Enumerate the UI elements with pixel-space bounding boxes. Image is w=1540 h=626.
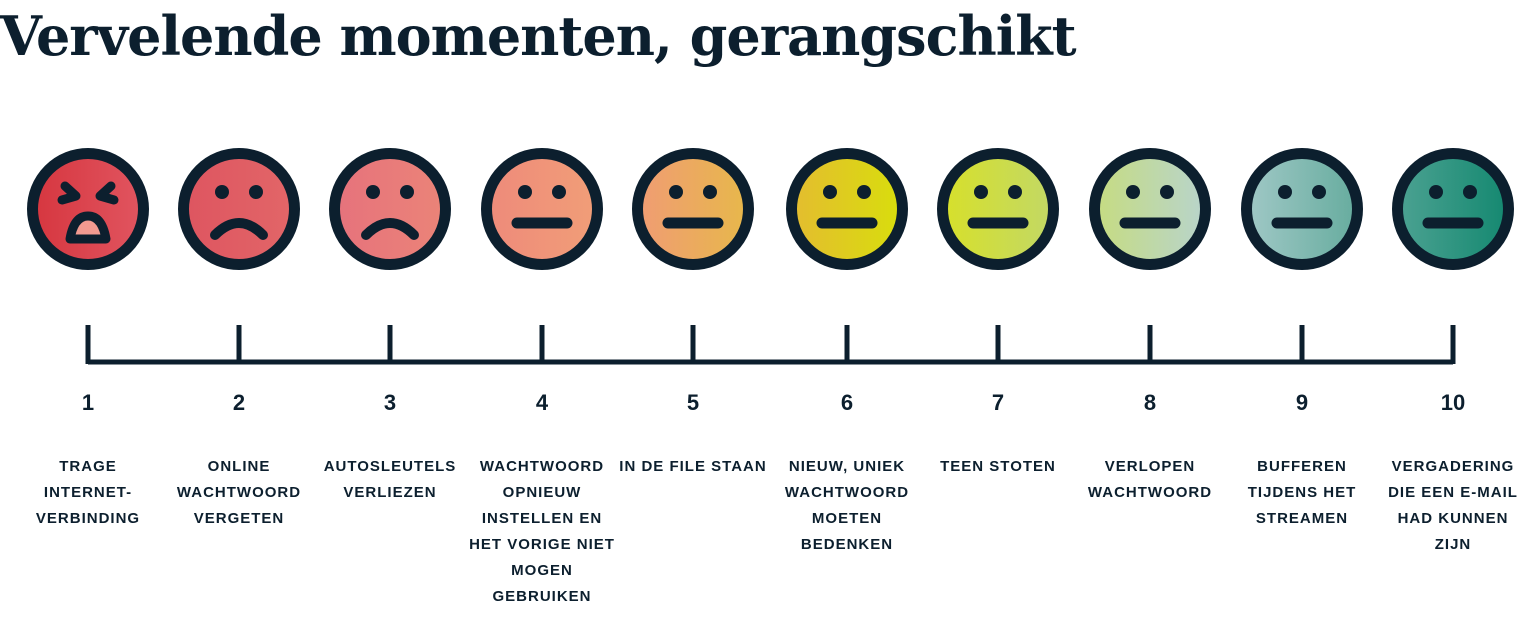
moment-label: In de file staan <box>619 458 767 475</box>
rank-number: 5 <box>686 390 700 415</box>
neutral-face-icon <box>937 148 1059 270</box>
neutral-face-icon <box>481 148 603 270</box>
moment-label: Autosleutels verliezen <box>323 458 457 501</box>
neutral-face-icon <box>1392 148 1514 270</box>
neutral-face-icon <box>632 148 754 270</box>
rank-number: 3 <box>383 390 397 415</box>
rank-number: 9 <box>1295 390 1309 415</box>
page-title: Vervelende momenten, gerangschikt <box>0 4 1077 68</box>
rank-number: 1 <box>81 390 95 415</box>
moment-label: Nieuw, uniek wachtwoord moeten bedenken <box>784 458 910 553</box>
neutral-face-icon <box>1089 148 1211 270</box>
rank-number: 4 <box>535 390 549 415</box>
moment-label: Trage internet-verbinding <box>35 458 141 527</box>
rank-number: 7 <box>991 390 1005 415</box>
moment-label: Bufferen tijdens het streamen <box>1247 458 1357 527</box>
rank-number: 2 <box>232 390 246 415</box>
neutral-face-icon <box>1241 148 1363 270</box>
sad-face-icon <box>329 148 451 270</box>
moment-label: Verlopen wachtwoord <box>1087 458 1213 501</box>
moment-label: Vergadering die een e-mail had kunnen zi… <box>1388 458 1518 553</box>
neutral-face-icon <box>786 148 908 270</box>
sad-face-icon <box>178 148 300 270</box>
moment-label: Wachtwoord opnieuw instellen en het vori… <box>469 458 615 605</box>
moment-label: Teen stoten <box>940 458 1056 475</box>
rank-number: 8 <box>1143 390 1157 415</box>
rank-number: 10 <box>1440 390 1466 415</box>
angry-face-icon <box>27 148 149 270</box>
moment-label: Online wachtwoord vergeten <box>176 458 302 527</box>
rank-number: 6 <box>840 390 854 415</box>
